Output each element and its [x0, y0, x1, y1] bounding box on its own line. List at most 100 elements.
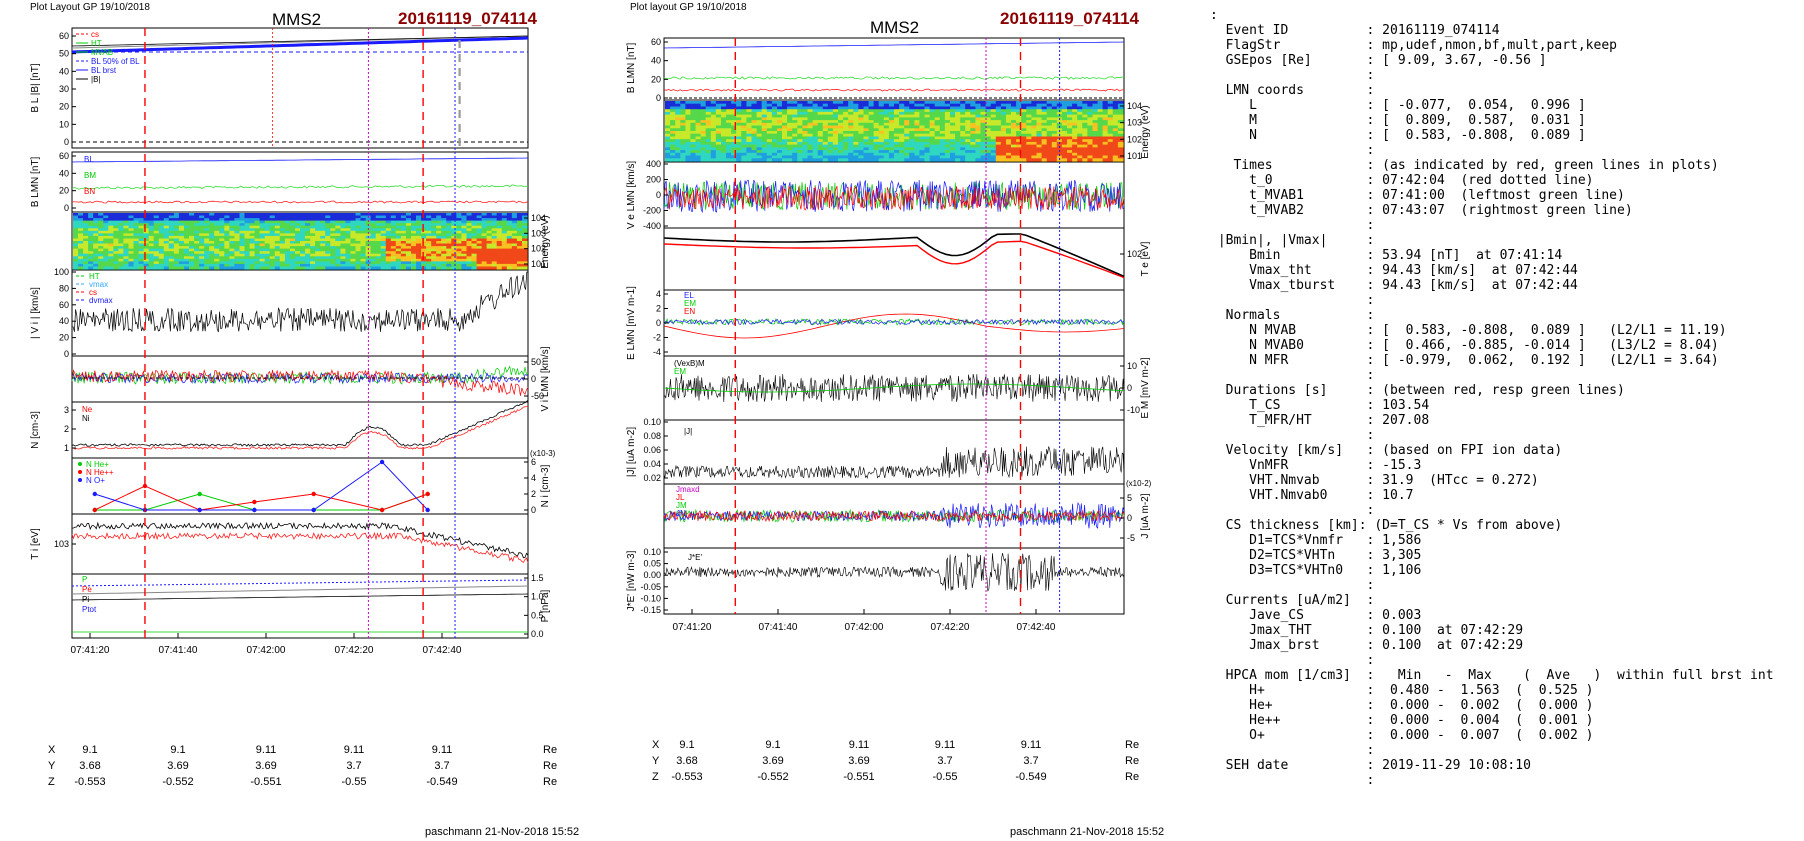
spectrogram-cell	[390, 223, 397, 227]
spectrogram-cell	[461, 225, 467, 229]
spectrogram-cell	[385, 246, 392, 250]
spectrogram-cell	[690, 139, 697, 143]
spectrogram-cell	[883, 150, 890, 154]
spectrogram-cell	[295, 218, 301, 222]
spectrogram-cell	[385, 225, 392, 229]
spectrogram-cell	[1092, 152, 1099, 157]
spectrogram-cell	[516, 243, 523, 247]
spectrogram-cell	[1107, 131, 1114, 135]
spectrogram-cell	[148, 251, 155, 255]
spectrogram-cell	[113, 263, 119, 267]
spectrogram-cell	[204, 223, 210, 227]
spectrogram-cell	[390, 251, 397, 255]
spectrogram-cell	[924, 141, 931, 146]
spectrogram-cell	[405, 225, 412, 229]
spectrogram-cell	[746, 122, 753, 127]
spectrogram-cell	[148, 225, 155, 229]
spectrogram-cell	[234, 266, 240, 270]
spectrogram-cell	[838, 117, 844, 121]
spectrogram-cell	[98, 225, 104, 229]
y-tick-label: 0	[656, 318, 661, 328]
spectrogram-cell	[426, 225, 432, 229]
spectrogram-cell	[746, 139, 753, 143]
spectrogram-cell	[827, 136, 834, 140]
spectrogram-cell	[1031, 136, 1038, 140]
spectrogram-cell	[817, 136, 824, 140]
spectrogram-cell	[726, 101, 732, 105]
spectrogram-cell	[284, 251, 291, 255]
spectrogram-cell	[756, 128, 763, 132]
spectrogram-cell	[446, 251, 452, 255]
spectrogram-cell	[934, 133, 941, 137]
spectrogram-cell	[1061, 106, 1068, 110]
spectrogram-cell	[990, 141, 997, 146]
spectrogram-cell	[853, 152, 859, 157]
spectrogram-cell	[761, 122, 768, 127]
vexb-line	[663, 373, 1125, 403]
spectrogram-cell	[766, 106, 773, 110]
spectrogram-cell	[1011, 141, 1017, 146]
spectrogram-cell	[486, 218, 493, 222]
spectrogram-cell	[1021, 133, 1027, 137]
spectrogram-cell	[284, 238, 291, 242]
spectrogram-cell	[883, 101, 890, 105]
spectrogram-cell	[985, 120, 992, 124]
spectrogram-cell	[385, 220, 392, 224]
spectrogram-cell	[802, 158, 809, 162]
spectrogram-cell	[305, 235, 311, 239]
spectrogram-cell	[1117, 136, 1124, 140]
spectrogram-cell	[128, 266, 135, 270]
spectrogram-cell	[274, 235, 281, 239]
spectrogram-cell	[466, 251, 473, 255]
spectrogram-cell	[219, 253, 225, 257]
spectrogram-cell	[113, 233, 119, 237]
spectrogram-cell	[350, 248, 356, 252]
spectrogram-cell	[204, 215, 210, 219]
spectrogram-cell	[1031, 155, 1038, 159]
spectrogram-cell	[511, 261, 518, 265]
spectrogram-cell	[395, 253, 402, 257]
spectrogram-cell	[817, 158, 824, 162]
spectrogram-cell	[1067, 150, 1073, 154]
spectrogram-cell	[360, 246, 367, 250]
spectrogram-cell	[817, 131, 824, 135]
spectrogram-cell	[295, 228, 301, 232]
spectrogram-cell	[214, 253, 220, 257]
spectrogram-cell	[405, 253, 412, 257]
spectrogram-cell	[274, 233, 281, 237]
y-tick-label: 30	[59, 84, 69, 94]
spectrogram-cell	[168, 228, 175, 232]
spectrogram-cell	[476, 263, 483, 267]
spectrogram-cell	[522, 235, 528, 239]
spectrogram-cell	[501, 258, 508, 262]
spectrogram-cell	[522, 230, 528, 234]
panel-ylabel: B LMN [nT]	[626, 43, 637, 94]
spectrogram-cell	[761, 139, 768, 143]
spectrogram-cell	[345, 251, 351, 255]
spectrogram-cell	[995, 114, 1002, 118]
summary-line: N : [ 0.583, -0.808, 0.089 ]	[1210, 128, 1586, 143]
spectrogram-cell	[1072, 133, 1078, 137]
spectrogram-cell	[259, 263, 266, 267]
spectrogram-cell	[300, 256, 306, 260]
spectrogram-cell	[446, 261, 452, 265]
spectrogram-cell	[466, 258, 473, 262]
spectrogram-cell	[320, 256, 326, 260]
summary-line: Event ID : 20161119_074114	[1210, 23, 1500, 38]
spectrogram-cell	[929, 152, 936, 157]
spectrogram-cell	[128, 251, 135, 255]
spectrogram-cell	[451, 220, 457, 224]
spectrogram-cell	[812, 111, 819, 116]
spectrogram-cell	[914, 158, 921, 162]
spectrogram-cell	[817, 133, 824, 137]
spectrogram-cell	[675, 106, 681, 110]
spectrogram-cell	[219, 263, 225, 267]
spectrogram-cell	[400, 235, 407, 239]
spectrogram-cell	[199, 246, 205, 250]
spectrogram-cell	[944, 147, 951, 151]
spectrogram-cell	[98, 223, 104, 227]
spectrogram-cell	[838, 152, 844, 157]
spectrogram-cell	[888, 101, 895, 105]
y-tick-label: 103	[54, 539, 69, 549]
spectrogram-cell	[184, 266, 190, 270]
